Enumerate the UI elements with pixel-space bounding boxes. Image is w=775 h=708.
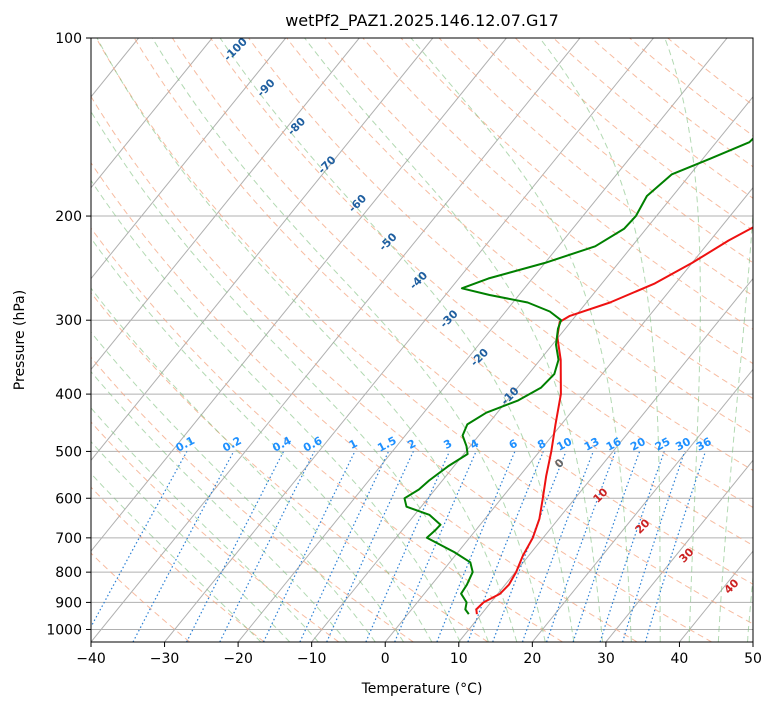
x-tick-label: 10	[450, 651, 468, 667]
moist-adiabat-line	[91, 287, 405, 642]
dry-adiabat-line	[400, 38, 753, 330]
y-tick-label: 800	[55, 565, 82, 581]
moist-adiabat-line	[91, 472, 262, 642]
mixing-ratio-label: 30	[673, 435, 693, 454]
isotherm-line	[237, 38, 728, 642]
dry-adiabat-line	[553, 38, 753, 199]
dry-adiabat-line	[248, 38, 753, 472]
mixing-ratio-line	[521, 451, 594, 642]
isotherm-line	[605, 459, 753, 642]
isotherm-line	[91, 38, 360, 371]
y-tick-label: 200	[55, 209, 82, 225]
y-tick-label: 1000	[46, 622, 82, 638]
dry-adiabat-line	[95, 38, 753, 625]
moist-adiabat-line	[91, 370, 348, 642]
mixing-ratio-label: 36	[694, 435, 714, 454]
mixing-ratio-line	[299, 451, 390, 642]
isotherm-line	[91, 38, 581, 642]
moist-adiabat-line	[91, 179, 461, 642]
x-tick-label: 20	[523, 651, 541, 667]
dry-adiabat-line	[91, 227, 563, 642]
dewpoint-line	[403, 137, 753, 615]
moist-adiabat-line	[91, 237, 433, 642]
dry-adiabat-line	[210, 38, 753, 509]
isotherm-line	[164, 38, 654, 642]
mixing-ratio-label: 16	[604, 435, 624, 454]
mixing-ratio-label: 20	[628, 435, 648, 454]
isotherm-line	[91, 38, 434, 462]
moist-adiabat-line	[151, 38, 546, 642]
plot-frame	[90, 37, 754, 643]
profile-series	[403, 137, 753, 615]
mixing-ratio-line	[91, 451, 188, 629]
mixing-ratio-line	[326, 451, 414, 642]
moist-adiabat-line	[91, 110, 489, 642]
isotherm-line	[91, 38, 507, 552]
y-tick-label: 100	[55, 31, 82, 47]
dry-adiabat-line	[91, 161, 638, 642]
mixing-ratio-line	[622, 451, 686, 642]
moist-adiabat-line	[219, 38, 575, 642]
mixing-ratio-label: 25	[653, 435, 673, 454]
dry-adiabat-line	[133, 38, 753, 585]
x-tick-label: 0	[381, 651, 390, 667]
mixing-ratio-line	[262, 451, 356, 642]
y-tick-label: 600	[55, 491, 82, 507]
mixing-ratio-line	[644, 451, 707, 642]
plot-area: 0.1 0.2 0.4 0.6 1 1.5 2 3 4 6 8 10 13 16 20 25 30 36-100-…	[91, 38, 753, 642]
isotherm-line	[384, 186, 753, 642]
x-tick-label: −20	[223, 651, 253, 667]
moist-adiabat-line	[410, 38, 632, 642]
y-tick-label: 700	[55, 531, 82, 547]
x-tick-label: −40	[76, 651, 106, 667]
moist-adiabat-line	[91, 331, 376, 642]
temperature-line	[475, 226, 753, 615]
y-tick-label: 900	[55, 595, 82, 611]
dry-adiabat-line	[591, 38, 753, 168]
dry-adiabat-line	[91, 292, 489, 642]
background-lines	[91, 38, 753, 642]
x-tick-label: −10	[297, 651, 327, 667]
y-axis-label: Pressure (hPa)	[12, 290, 28, 390]
dry-adiabat-line	[514, 38, 753, 231]
dry-adiabat-line	[324, 38, 753, 400]
y-tick-label: 500	[55, 444, 82, 460]
x-tick-label: 40	[671, 651, 689, 667]
mixing-ratio-line	[599, 451, 665, 642]
isotherm-line	[458, 277, 753, 642]
mixing-ratio-line	[572, 451, 641, 642]
dry-adiabat-line	[171, 38, 753, 546]
x-tick-label: 50	[744, 651, 762, 667]
x-tick-label: 30	[597, 651, 615, 667]
isotherm-line	[91, 38, 213, 189]
y-tick-label: 400	[55, 387, 82, 403]
dry-adiabat-line	[362, 38, 753, 365]
mixing-ratio-line	[365, 451, 451, 642]
mixing-ratio-line	[546, 451, 616, 642]
mixing-ratio-label: 10	[555, 435, 575, 454]
isotherm-line	[91, 38, 287, 280]
x-tick-label: −30	[150, 651, 180, 667]
moist-adiabat-line	[747, 572, 753, 642]
chart-title: wetPf2_PAZ1.2025.146.12.07.G17	[285, 11, 559, 31]
moist-adiabat-line	[304, 38, 603, 642]
moist-adiabat-line	[664, 38, 701, 642]
x-axis: −40 −30 −20 −10 0 10 20 30 40 50	[76, 642, 762, 667]
dry-adiabat-line	[91, 421, 340, 642]
moist-adiabat-line	[539, 38, 661, 642]
dry-adiabat-line	[91, 486, 265, 642]
mixing-ratio-line	[394, 451, 477, 642]
y-axis: 100 200 300 400 500 600 700 800 900 1000	[46, 31, 91, 638]
mixing-ratio-label: 13	[582, 435, 602, 454]
y-tick-label: 300	[55, 313, 82, 329]
mixing-ratio-line	[219, 451, 315, 642]
moist-adiabat-line	[717, 206, 753, 642]
dry-adiabat-line	[91, 95, 713, 642]
moist-adiabat-line	[96, 38, 518, 642]
isotherm-line	[531, 368, 753, 642]
x-axis-label: Temperature (°C)	[361, 681, 483, 697]
